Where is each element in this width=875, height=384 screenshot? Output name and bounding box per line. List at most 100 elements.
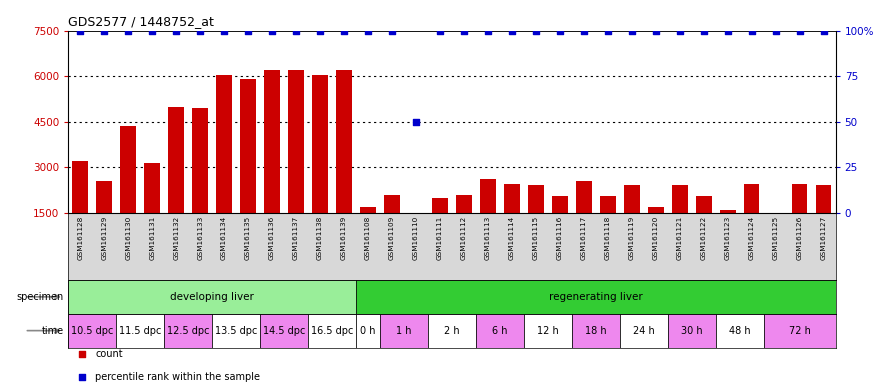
Text: GSM161115: GSM161115 (533, 216, 539, 260)
Bar (68, 314, 116, 348)
Text: GSM161114: GSM161114 (509, 216, 514, 260)
Bar (121, 126, 136, 258)
Bar (624, 185, 640, 258)
Point (337, 28, 351, 34)
Text: GSM161129: GSM161129 (102, 216, 108, 260)
Text: GDS2577 / 1448752_at: GDS2577 / 1448752_at (68, 15, 214, 28)
Bar (720, 210, 736, 258)
Bar (524, 314, 572, 348)
Text: 72 h: 72 h (788, 326, 810, 336)
Text: 12 h: 12 h (537, 326, 559, 336)
Point (217, 28, 231, 34)
Bar (308, 314, 356, 348)
Text: GSM161116: GSM161116 (556, 216, 563, 260)
Text: GSM161111: GSM161111 (437, 216, 443, 260)
Bar (428, 314, 476, 348)
Bar (600, 196, 616, 258)
Bar (768, 213, 783, 258)
Text: time: time (42, 326, 64, 336)
Bar (476, 314, 524, 348)
Bar (380, 314, 428, 348)
Point (75, 374, 89, 380)
Point (528, 28, 542, 34)
Text: specimen: specimen (17, 292, 64, 302)
Point (289, 28, 303, 34)
Text: GSM161122: GSM161122 (701, 216, 707, 260)
Bar (116, 314, 164, 348)
Point (242, 28, 256, 34)
Text: 1 h: 1 h (396, 326, 412, 336)
Point (696, 28, 710, 34)
Text: GSM161126: GSM161126 (796, 216, 802, 260)
Bar (260, 314, 308, 348)
Text: GSM161123: GSM161123 (724, 216, 731, 260)
Text: GSM161112: GSM161112 (461, 216, 467, 260)
Text: count: count (95, 349, 123, 359)
Text: 13.5 dpc: 13.5 dpc (215, 326, 257, 336)
Point (745, 28, 759, 34)
Point (385, 28, 399, 34)
Bar (816, 185, 831, 258)
Point (768, 28, 782, 34)
Bar (144, 163, 160, 258)
Text: GSM161113: GSM161113 (485, 216, 491, 260)
Text: GSM161121: GSM161121 (676, 216, 682, 260)
Point (193, 28, 207, 34)
Bar (164, 314, 212, 348)
Bar (168, 106, 184, 258)
Bar (504, 184, 520, 258)
Bar (480, 179, 496, 258)
Point (361, 28, 375, 34)
Bar (528, 185, 543, 258)
Bar (696, 196, 711, 258)
Bar (384, 195, 400, 258)
Point (409, 119, 423, 125)
Text: 48 h: 48 h (729, 326, 751, 336)
Point (313, 28, 327, 34)
Text: GSM161109: GSM161109 (389, 216, 395, 260)
Point (97, 28, 111, 34)
Bar (576, 181, 592, 258)
Text: 6 h: 6 h (492, 326, 508, 336)
Point (122, 28, 136, 34)
Text: GSM161124: GSM161124 (749, 216, 755, 260)
Bar (360, 207, 375, 258)
Bar (716, 314, 764, 348)
Bar (288, 70, 304, 258)
Text: GSM161110: GSM161110 (413, 216, 419, 260)
Bar (216, 75, 232, 258)
Point (505, 28, 519, 34)
Bar (264, 70, 280, 258)
Bar (68, 280, 356, 314)
Text: 0 h: 0 h (360, 326, 375, 336)
Point (721, 28, 735, 34)
Bar (356, 314, 380, 348)
Text: 30 h: 30 h (681, 326, 703, 336)
Point (457, 28, 471, 34)
Text: GSM161118: GSM161118 (605, 216, 611, 260)
Point (145, 28, 159, 34)
Point (577, 28, 591, 34)
Bar (192, 108, 208, 258)
Text: GSM161128: GSM161128 (77, 216, 83, 260)
Bar (672, 185, 688, 258)
Text: GSM161119: GSM161119 (629, 216, 634, 260)
Bar (456, 195, 472, 258)
Text: GSM161138: GSM161138 (317, 216, 323, 260)
Point (265, 28, 279, 34)
Point (673, 28, 687, 34)
Point (625, 28, 639, 34)
Text: GSM161130: GSM161130 (125, 216, 131, 260)
Text: 10.5 dpc: 10.5 dpc (71, 326, 114, 336)
Bar (620, 314, 668, 348)
Text: GSM161108: GSM161108 (365, 216, 371, 260)
Bar (792, 184, 808, 258)
Text: 18 h: 18 h (585, 326, 606, 336)
Bar (96, 181, 112, 258)
Point (481, 28, 495, 34)
Text: GSM161125: GSM161125 (773, 216, 779, 260)
Text: GSM161135: GSM161135 (245, 216, 251, 260)
Text: 2 h: 2 h (444, 326, 459, 336)
Bar (648, 207, 663, 258)
Point (816, 28, 830, 34)
